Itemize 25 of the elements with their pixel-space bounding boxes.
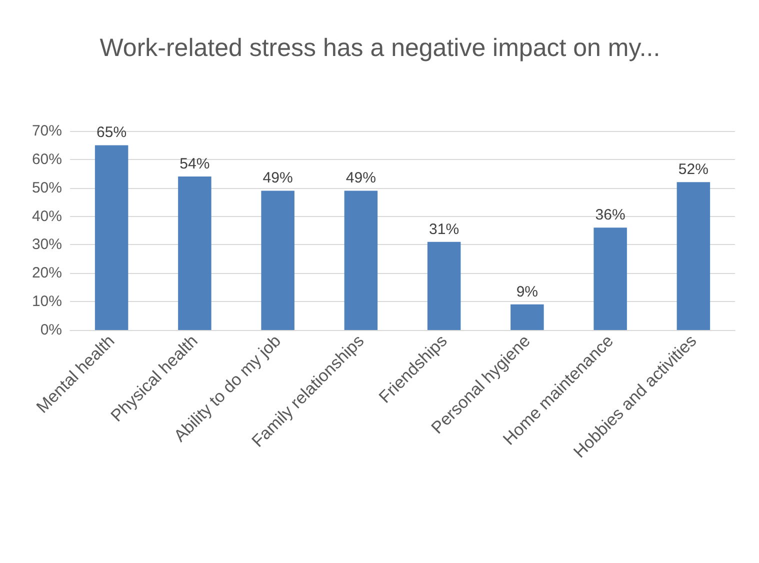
bar — [261, 190, 294, 330]
bar — [94, 145, 128, 330]
data-label: 54% — [180, 155, 210, 172]
data-label: 49% — [346, 170, 376, 187]
y-tick-label: 60% — [32, 150, 62, 168]
bar — [510, 304, 544, 330]
y-tick-label: 70% — [32, 122, 62, 140]
chart-title: Work-related stress has a negative impact on my... — [98, 33, 662, 64]
y-tick-label: 40% — [32, 208, 62, 225]
data-label: 49% — [262, 170, 293, 187]
data-label: 31% — [429, 220, 460, 238]
bar — [178, 176, 212, 330]
data-label: 65% — [96, 124, 127, 142]
data-label: 52% — [678, 161, 708, 178]
bar — [344, 190, 378, 330]
y-tick-label: 0% — [40, 322, 62, 338]
bar — [676, 182, 710, 330]
bar — [594, 228, 627, 330]
data-label: 9% — [516, 283, 538, 300]
y-tick-label: 20% — [32, 264, 62, 282]
y-tick-label: 50% — [32, 179, 62, 196]
bar — [427, 242, 461, 330]
y-tick-label: 10% — [32, 293, 62, 310]
y-tick-label: 30% — [32, 236, 62, 254]
data-label: 36% — [595, 206, 626, 224]
